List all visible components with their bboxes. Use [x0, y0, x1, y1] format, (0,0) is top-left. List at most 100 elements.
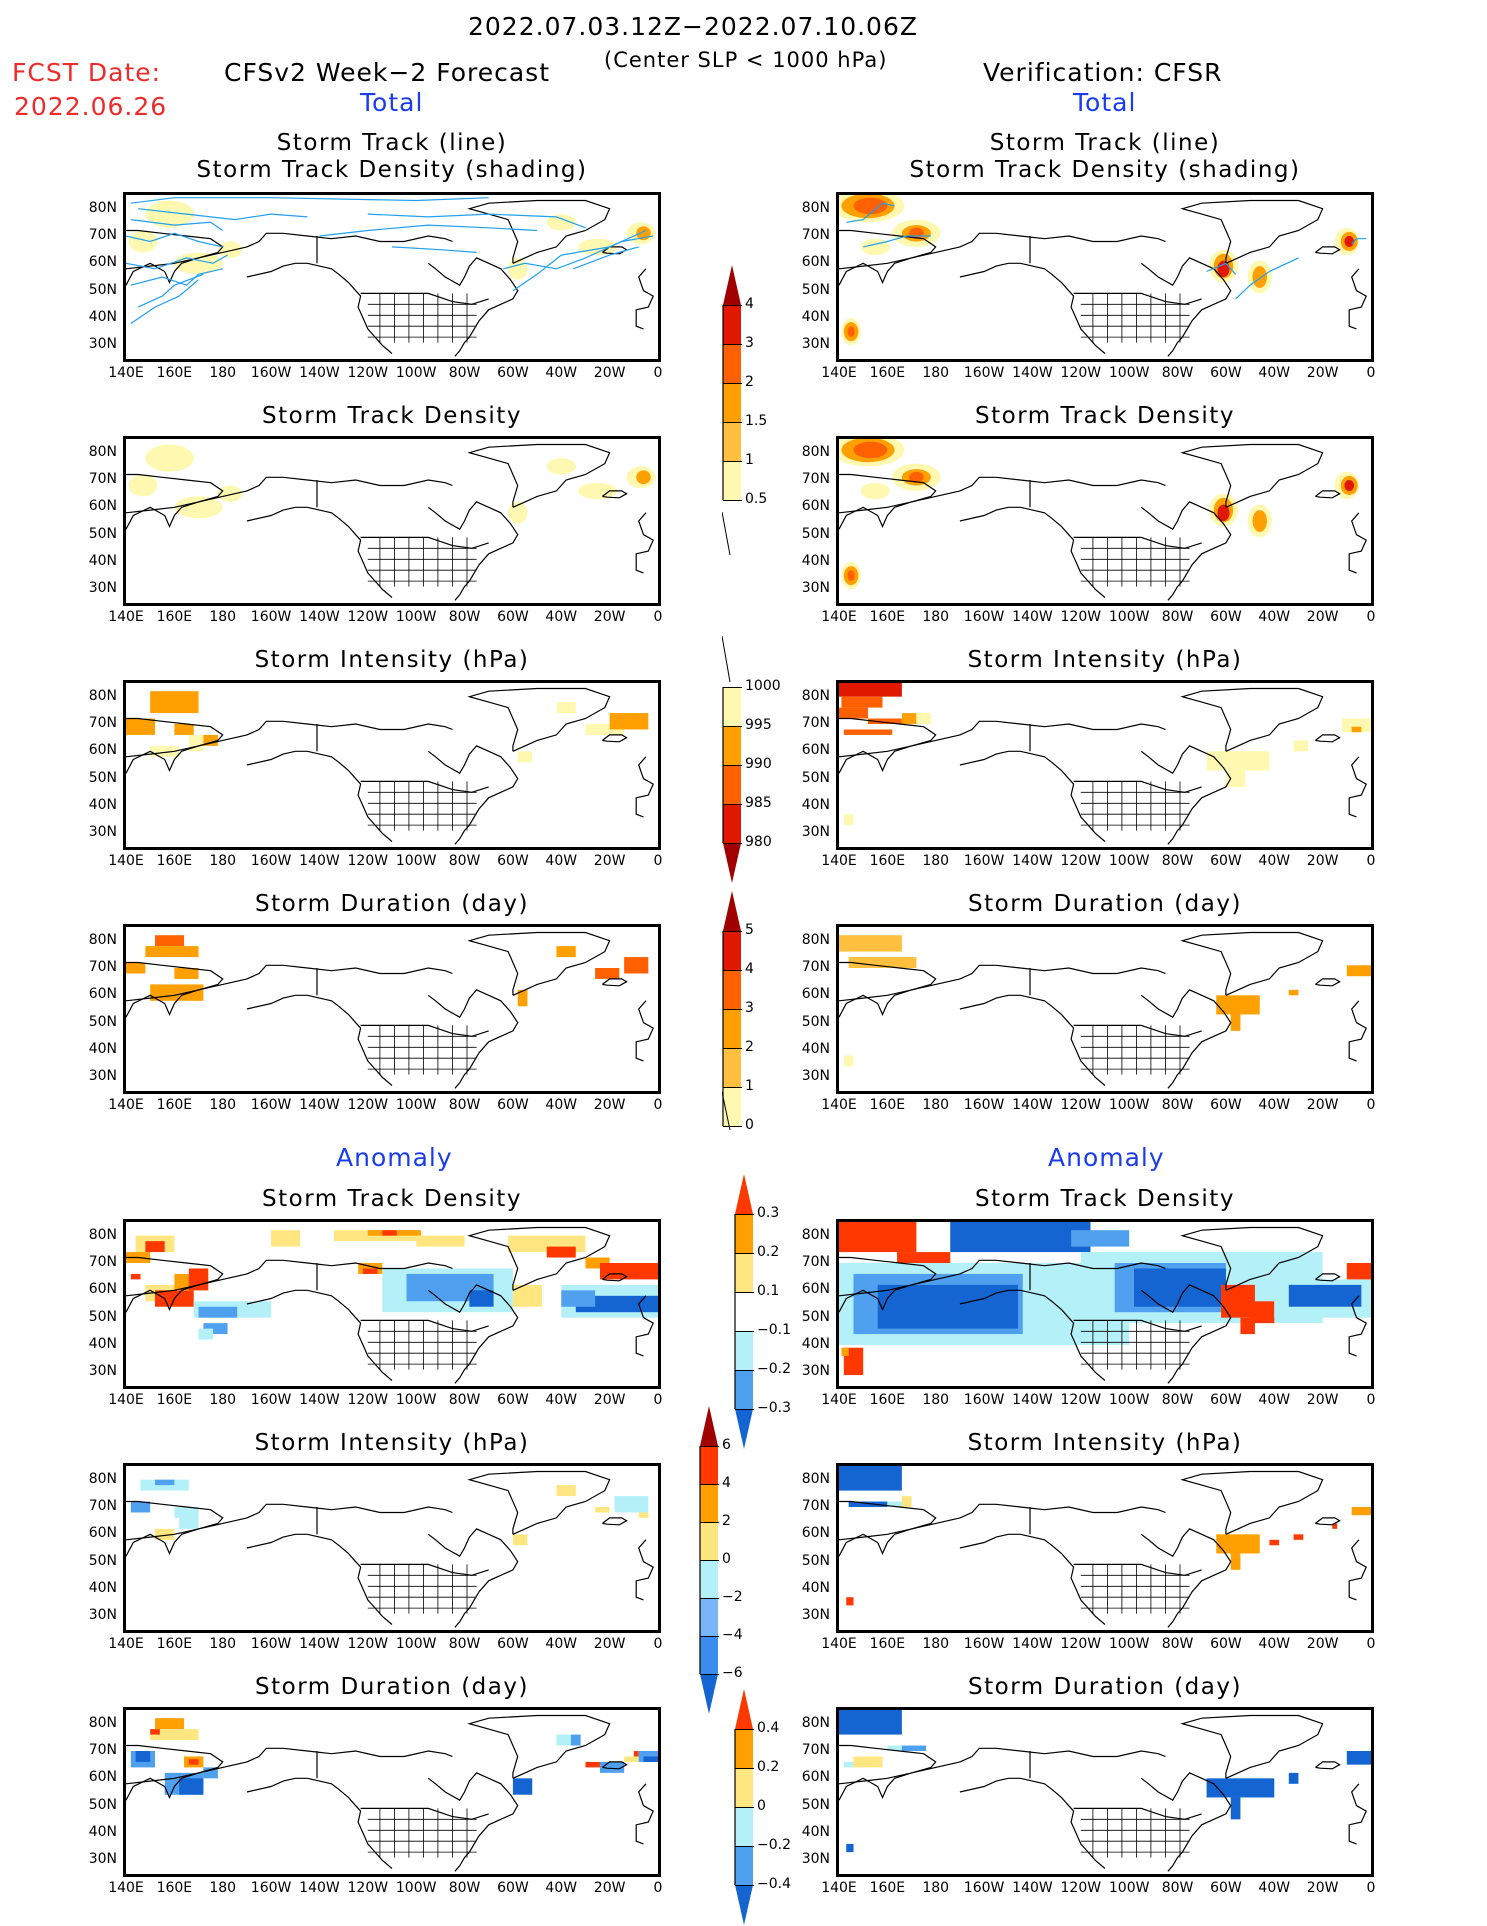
coastline — [1140, 257, 1232, 357]
lon-tick-label: 60W — [497, 1097, 529, 1113]
colorbar-label: −0.2 — [757, 1837, 791, 1853]
grid-cell-shading — [599, 1761, 625, 1773]
colorbar-segment — [723, 687, 741, 726]
colorbar-segment — [735, 1253, 753, 1292]
coastline — [959, 262, 1106, 354]
lon-tick-label: 140E — [821, 1880, 857, 1896]
lon-tick-label: 20W — [593, 1880, 626, 1896]
coastline — [959, 1289, 1106, 1381]
lat-tick-label: 30N — [88, 1607, 117, 1624]
lat-tick-label: 60N — [801, 1281, 830, 1298]
lon-tick-label: 160W — [250, 1392, 292, 1408]
density-shading — [145, 444, 194, 472]
colorbar-label: 980 — [745, 834, 772, 850]
colorbar-label: 0.2 — [757, 1759, 780, 1775]
lat-tick-label: 40N — [88, 1580, 117, 1596]
lon-tick-label: 20W — [1306, 1636, 1339, 1652]
grid-cell-shading — [150, 1729, 160, 1735]
coastline — [1140, 1528, 1232, 1628]
lon-tick-label: 60W — [497, 1392, 529, 1408]
lon-tick-label: 60W — [497, 1636, 529, 1652]
density-shading — [128, 230, 158, 253]
grid-cell-shading — [362, 1268, 378, 1274]
lon-tick-label: 60W — [1210, 365, 1242, 381]
lat-tick-label: 70N — [801, 1742, 830, 1758]
coastline — [126, 1747, 453, 1785]
lat-tick-label: 60N — [801, 742, 830, 759]
lon-tick-label: 180 — [922, 1636, 950, 1652]
grid-cell-shading — [843, 1761, 854, 1768]
lon-tick-label: 80W — [1161, 1097, 1194, 1113]
lon-tick-label: 20W — [1306, 1392, 1339, 1408]
coastline — [467, 1714, 611, 1779]
lon-tick-label: 160W — [963, 1636, 1005, 1652]
lon-tick-label: 0 — [653, 365, 663, 381]
lat-tick-label: 50N — [801, 525, 830, 542]
map-canvas — [126, 687, 654, 845]
valid-period: 2022.07.03.12Z−2022.07.10.06Z — [468, 12, 918, 41]
lat-tick-label: 80N — [88, 1714, 117, 1731]
map-panel-cfsr-anomaly-1 — [836, 1463, 1374, 1633]
map-panel-fcst-anomaly-2 — [123, 1707, 661, 1877]
colorbar-label: 0 — [745, 1117, 754, 1133]
grid-cell-shading — [848, 1501, 888, 1507]
storm-track-line — [126, 232, 223, 248]
coastline — [959, 994, 1106, 1086]
lon-tick-label: 180 — [209, 609, 237, 625]
density-shading — [860, 482, 890, 500]
lat-tick-label: 80N — [88, 687, 117, 704]
colorbar-segment — [723, 726, 741, 765]
coastline — [126, 1503, 453, 1541]
coastline — [839, 473, 937, 530]
storm-track-line — [503, 235, 654, 270]
colorbar-tick — [723, 1009, 742, 1010]
lat-tick-label: 30N — [801, 1851, 830, 1868]
verification-title: Verification: CFSR — [983, 58, 1223, 87]
lat-tick-label: 30N — [801, 1068, 830, 1085]
colorbar-segment — [700, 1636, 718, 1674]
colorbar-label: 3 — [745, 335, 754, 351]
lon-tick-label: 0 — [1366, 1880, 1376, 1896]
grid-cell-shading — [916, 713, 931, 724]
lat-tick-label: 40N — [801, 1336, 830, 1352]
coastline — [1140, 989, 1232, 1089]
grid-cell-shading — [271, 1230, 301, 1247]
colorbar-label: 1.5 — [745, 413, 768, 429]
fcst-date-label: FCST Date: — [12, 58, 162, 87]
colorbar-intensity-total — [722, 687, 741, 883]
coastline — [1180, 1714, 1324, 1779]
grid-cell-shading — [839, 1466, 902, 1491]
coastline — [839, 229, 937, 286]
coastline — [1315, 978, 1341, 987]
grid-cell-shading — [595, 1507, 610, 1513]
grid-cell-shading — [469, 1290, 494, 1307]
coastline — [1140, 501, 1232, 601]
lon-tick-label: 20W — [1306, 1880, 1339, 1896]
lon-tick-label: 140W — [299, 1392, 340, 1408]
grid-cell-shading — [179, 1517, 199, 1529]
lon-tick-label: 80W — [1161, 1636, 1194, 1652]
storm-track-line — [130, 279, 199, 324]
colorbar-label: 995 — [745, 717, 772, 733]
lon-tick-label: 100W — [1108, 1636, 1150, 1652]
grid-cell-shading — [1351, 726, 1362, 733]
grid-cell-shading — [517, 989, 528, 1007]
lon-tick-label: 100W — [395, 1392, 437, 1408]
panel-title: Storm Track Density — [262, 1186, 522, 1212]
grid-cell-shading — [188, 1268, 209, 1291]
colorbar-duration-anomaly — [734, 1689, 753, 1925]
lon-tick-label: 0 — [653, 609, 663, 625]
storm-track-line — [846, 202, 895, 223]
colorbar-tick — [735, 1253, 754, 1254]
storm-track-line — [1206, 262, 1237, 275]
lat-tick-label: 40N — [88, 309, 117, 325]
map-canvas — [126, 197, 656, 357]
lon-tick-label: 160W — [250, 853, 292, 869]
lon-tick-label: 100W — [395, 853, 437, 869]
lon-tick-label: 180 — [209, 1880, 237, 1896]
lon-tick-label: 140W — [299, 609, 340, 625]
colorbar-label: 5 — [745, 922, 754, 938]
colorbar-segment — [723, 765, 741, 804]
lon-tick-label: 120W — [1060, 1636, 1102, 1652]
lon-tick-label: 0 — [1366, 1392, 1376, 1408]
